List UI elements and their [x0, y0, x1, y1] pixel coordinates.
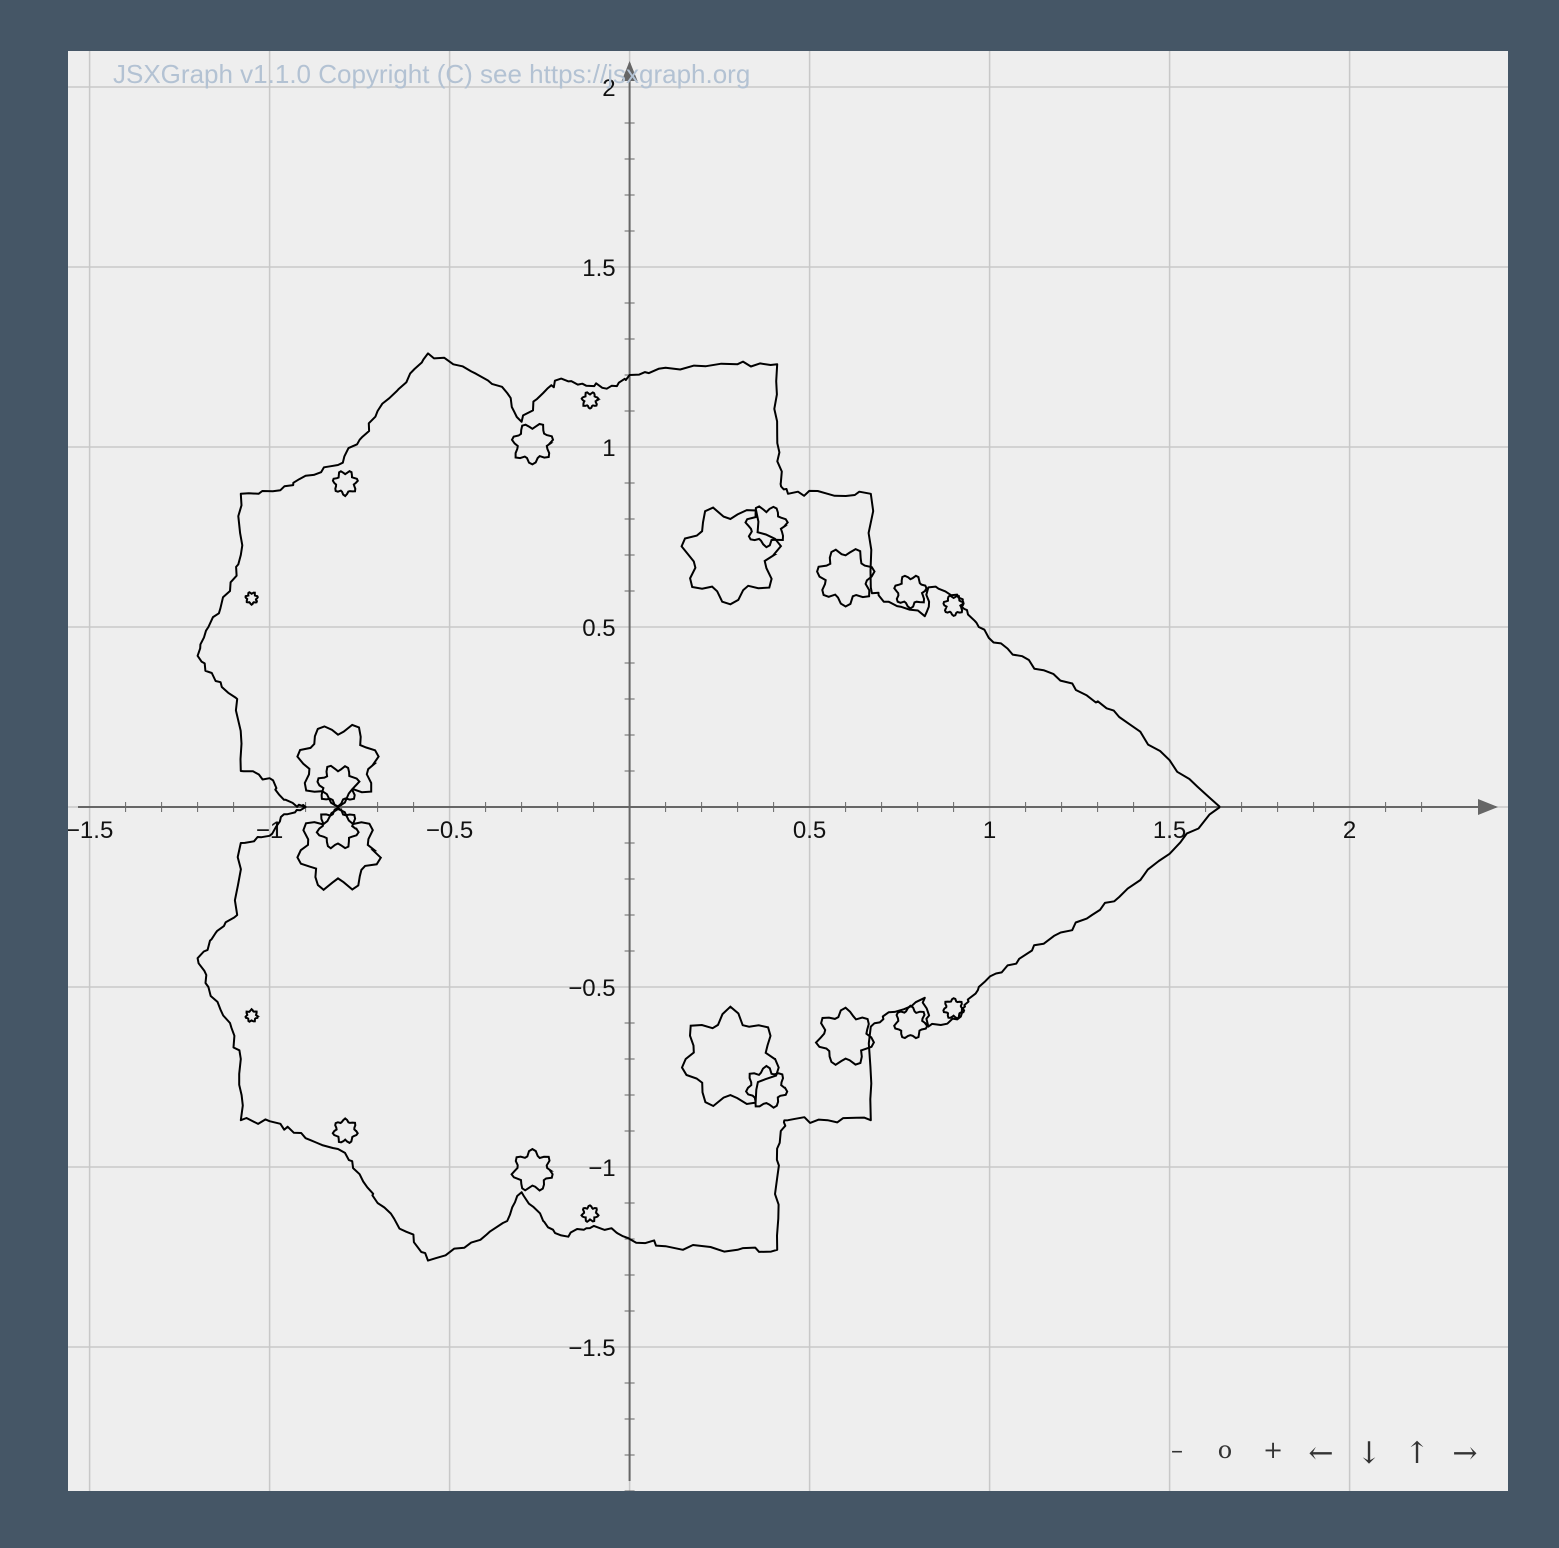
fractal-lobe	[580, 391, 601, 410]
fractal-lobe	[942, 594, 965, 618]
y-tick-label: 1	[602, 435, 615, 462]
plot-canvas[interactable]: −1.5 −1 −0.5 0.5 1 1.5 221.510.5−0.5−1−1.5	[68, 51, 1508, 1491]
fractal-lobe	[816, 547, 876, 608]
fractal-lobe	[244, 591, 259, 606]
x-tick-label: −1.5	[68, 817, 113, 844]
pan-right-button[interactable]: →	[1452, 1436, 1478, 1471]
zoom-out-button[interactable]: –	[1171, 1436, 1183, 1464]
fractal-lobe	[510, 1147, 554, 1192]
x-tick-label: 2	[1343, 817, 1356, 844]
fractal-lobe	[331, 470, 359, 498]
fractal-lobe	[580, 1204, 600, 1224]
fractal-curve[interactable]	[196, 352, 1221, 1262]
jsxgraph-board[interactable]: −1.5 −1 −0.5 0.5 1 1.5 2 2 1.5 1 0.5 −0.5 −1 −1.5 JSX…	[68, 51, 1508, 1491]
y-tick-label: −1	[588, 1155, 615, 1182]
y-axis-arrow-icon	[621, 61, 638, 81]
x-tick-label: 0.5	[793, 817, 826, 844]
fractal-lobe	[744, 1064, 789, 1109]
fractal-lobe	[893, 574, 929, 610]
fractal-lobe	[942, 997, 966, 1020]
fractal-lobe	[296, 723, 380, 809]
fractal-lobe	[316, 764, 361, 808]
fractal-lobe	[315, 806, 360, 850]
fractal-lobe	[244, 1007, 261, 1023]
y-tick-label: 0.5	[582, 615, 615, 642]
pan-down-button[interactable]: ↓	[1356, 1436, 1382, 1471]
zoom-reset-button[interactable]: o	[1217, 1436, 1233, 1464]
x-tick-label: 1.5	[1153, 817, 1186, 844]
fractal-lobe	[814, 1006, 876, 1067]
y-tick-label: 2	[602, 75, 615, 102]
fractal-lobe	[331, 1117, 359, 1145]
navigation-bar: – o + ← ↓ ↑ →	[1164, 1436, 1478, 1471]
x-tick-label: −0.5	[426, 817, 473, 844]
fractal-lobe	[680, 1005, 780, 1108]
fractal-lobe	[680, 506, 783, 606]
fractal-lobe	[744, 505, 789, 549]
y-tick-label: −1.5	[568, 1335, 615, 1362]
x-tick-label: 1	[983, 817, 996, 844]
y-tick-label: 1.5	[582, 255, 615, 282]
fractal-lobe	[893, 1004, 929, 1040]
pan-left-button[interactable]: ←	[1308, 1436, 1334, 1471]
y-tick-label: −0.5	[568, 975, 615, 1002]
fractal-lobe	[510, 422, 555, 466]
x-axis-arrow-icon	[1478, 799, 1498, 815]
fractal-lobe	[296, 807, 383, 892]
pan-up-button[interactable]: ↑	[1404, 1436, 1430, 1471]
zoom-in-button[interactable]: +	[1262, 1436, 1284, 1464]
